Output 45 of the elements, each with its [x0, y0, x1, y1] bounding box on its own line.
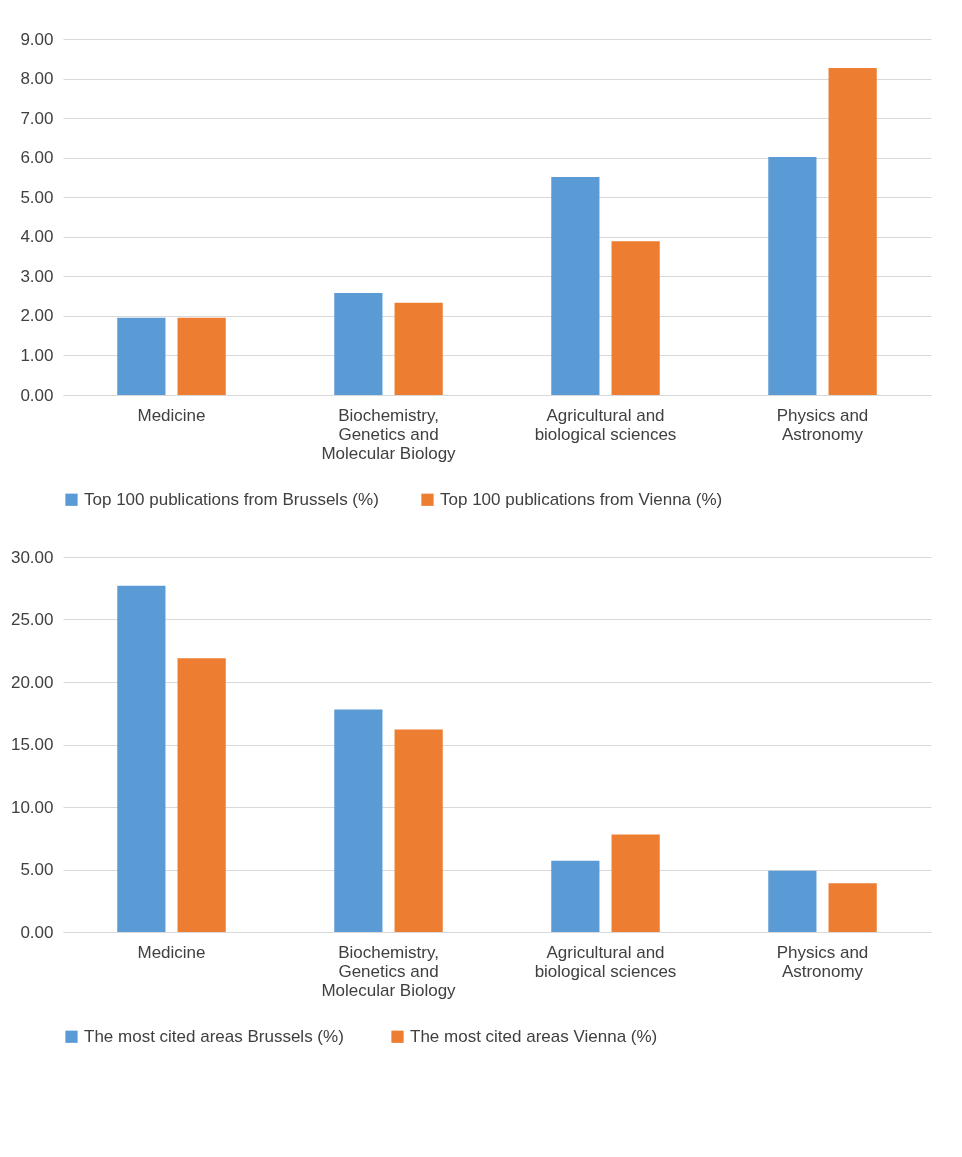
- y-tick-label: 2.00: [20, 306, 54, 326]
- y-tick-label: 30.00: [10, 547, 54, 567]
- x-tick-label: Agricultural and biological sciences: [534, 405, 677, 444]
- y-tick-label: 15.00: [10, 735, 54, 754]
- y-tick-label: 10.00: [10, 797, 54, 817]
- bar: [177, 317, 226, 395]
- bar: [768, 870, 817, 932]
- y-tick-label: 25.00: [10, 610, 54, 629]
- bar: [177, 658, 226, 932]
- bar: [394, 729, 443, 932]
- x-tick-label: Biochemistry, Genetics and Molecular Biology: [321, 942, 457, 1000]
- y-tick-label: 9.00: [20, 29, 54, 49]
- x-tick-label: Agricultural and biological sciences: [534, 942, 677, 981]
- x-tick-label: Medicine: [137, 405, 206, 425]
- legend-label: The most cited areas Brussels (%): [84, 1026, 344, 1046]
- bar: [828, 883, 877, 932]
- y-tick-label: 5.00: [20, 860, 54, 879]
- bar: [828, 67, 877, 395]
- y-tick-label: 3.00: [20, 266, 54, 286]
- x-tick-label: Biochemistry, Genetics and Molecular Biology: [321, 405, 457, 463]
- y-tick-label: 6.00: [20, 148, 54, 168]
- y-tick-label: 8.00: [20, 69, 54, 89]
- bar: [117, 317, 166, 395]
- legend-label: The most cited areas Vienna (%): [410, 1026, 658, 1046]
- bar: [551, 177, 600, 395]
- y-tick-label: 1.00: [20, 345, 54, 365]
- bar: [334, 709, 383, 932]
- bar: [334, 292, 383, 395]
- y-tick-label: 0.00: [20, 922, 54, 942]
- y-tick-label: 5.00: [20, 187, 54, 207]
- y-tick-label: 7.00: [20, 108, 54, 128]
- bar: [768, 156, 817, 395]
- x-tick-label: Physics and Astronomy: [776, 942, 869, 981]
- legend-label: Top 100 publications from Vienna (%): [440, 489, 723, 509]
- bar: [551, 860, 600, 932]
- legend-label: Top 100 publications from Brussels (%): [84, 489, 379, 509]
- y-tick-label: 0.00: [20, 385, 54, 405]
- y-tick-label: 4.00: [20, 227, 54, 247]
- y-tick-label: 20.00: [10, 672, 54, 692]
- bar: [117, 585, 166, 932]
- x-tick-label: Medicine: [137, 942, 206, 962]
- bar: [394, 302, 443, 395]
- bar: [611, 241, 660, 395]
- bar: [611, 834, 660, 932]
- x-tick-label: Physics and Astronomy: [776, 405, 869, 444]
